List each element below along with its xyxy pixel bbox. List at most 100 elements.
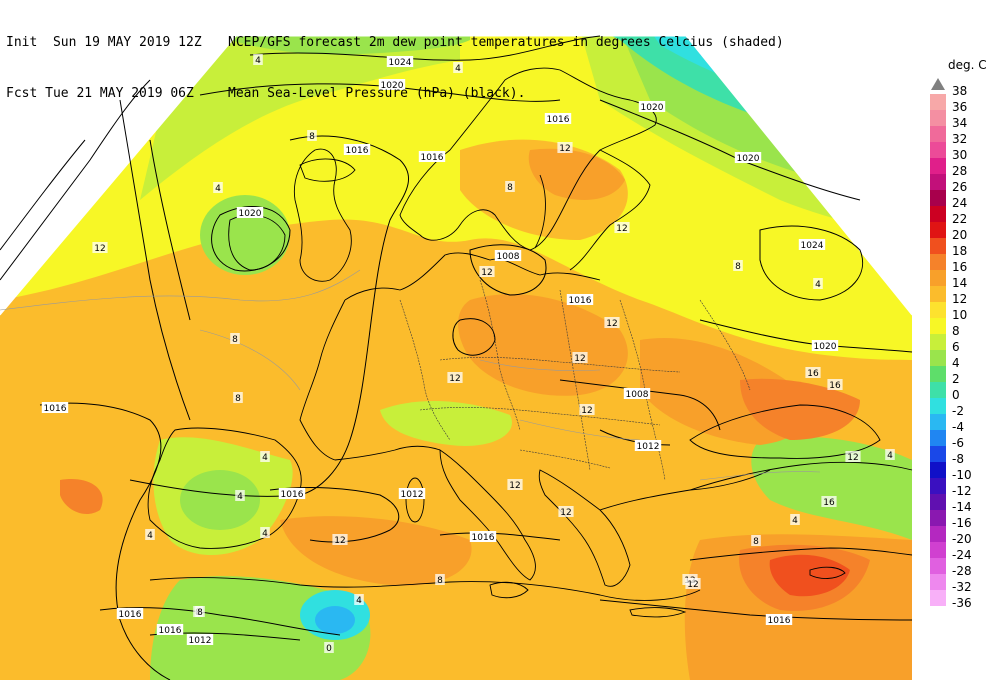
dewpoint-label: 0 (326, 644, 332, 654)
legend-entry: 36 (926, 94, 996, 114)
isobar-label: 1016 (119, 610, 142, 620)
dewpoint-label: 16 (829, 381, 841, 391)
legend-label: -8 (952, 452, 964, 466)
legend-entry: 30 (926, 142, 996, 162)
dewpoint-label: 8 (735, 262, 741, 272)
dewpoint-label: 8 (232, 335, 238, 345)
legend-label: -20 (952, 532, 972, 546)
isobar-label: 1016 (547, 115, 570, 125)
legend-swatch (930, 174, 946, 190)
dewpoint-label-box (813, 278, 823, 289)
legend-label: 24 (952, 196, 968, 210)
dewpoint-label-box (260, 527, 270, 538)
isobar-label-box (765, 614, 793, 625)
isobar-label: 1016 (44, 404, 67, 414)
legend-swatch (930, 446, 946, 462)
dewpoint-label: 4 (356, 596, 362, 606)
dewpoint-labels: 4 4 8 12 12 12 8 8 4 8 12 12 12 12 12 12 12 8 4 4 4 8 4 12 12 4 16… (92, 54, 895, 654)
dewpoint-label: 4 (262, 453, 268, 463)
isobar-label: 1016 (421, 153, 444, 163)
map-title: NCEP/GFS forecast 2m dew point temperatu… (228, 35, 784, 50)
dewpoint-label-box (805, 367, 821, 378)
legend-swatch (930, 302, 946, 318)
dewpoint-label: 8 (437, 576, 443, 586)
dewpoint-label: 4 (237, 492, 243, 502)
dewpoint-label: 8 (197, 608, 203, 618)
dewpoint-label: 8 (309, 132, 315, 142)
isobar-label-box (544, 113, 572, 124)
legend-entry: -6 (926, 430, 996, 450)
isobar-label-box (566, 294, 594, 305)
legend-label: 6 (952, 340, 960, 354)
dewpoint-label-box (685, 578, 701, 589)
legend-entry: -36 (926, 590, 996, 610)
legend-label: -6 (952, 436, 964, 450)
dewpoint-label: 16 (807, 369, 819, 379)
legend-label: 32 (952, 132, 968, 146)
isobar-label: 1020 (381, 81, 404, 91)
legend-label: -28 (952, 564, 972, 578)
legend-swatch (930, 190, 946, 206)
dewpoint-label: 12 (559, 144, 570, 154)
map-projection-edge (0, 35, 913, 316)
dewpoint-label: 4 (815, 280, 821, 290)
legend-entry: 12 (926, 286, 996, 306)
isobar-label: 1016 (768, 616, 791, 626)
legend-label: -4 (952, 420, 964, 434)
legend-label: 10 (952, 308, 968, 322)
dewpoint-label: 4 (262, 529, 268, 539)
legend-label: 30 (952, 148, 968, 162)
legend-swatch (930, 206, 946, 222)
legend-swatch (930, 94, 946, 110)
legend-swatch (930, 398, 946, 414)
isobar-label: 1016 (346, 146, 369, 156)
isobar-label: 1016 (569, 296, 592, 306)
isobar-label: 1016 (281, 490, 304, 500)
isobar-label: 1024 (389, 58, 412, 68)
isobar-label-box (41, 402, 69, 413)
dewpoint-label-box (195, 606, 205, 617)
legend-swatch (930, 542, 946, 558)
isobar-label-box (378, 79, 406, 90)
legend-label: 38 (952, 84, 968, 98)
init-time: Init Sun 19 MAY 2019 12Z (6, 35, 202, 50)
dewpoint-label: 4 (792, 516, 798, 526)
legend-swatch (930, 590, 946, 606)
legend-swatch (930, 382, 946, 398)
coastlines (147, 67, 913, 618)
dewpoint-label: 4 (455, 64, 461, 74)
legend-label: 0 (952, 388, 960, 402)
legend-swatch (930, 510, 946, 526)
dewpoint-label-box (790, 514, 800, 525)
legend-entry: 2 (926, 366, 996, 386)
legend-entry: 38 (926, 78, 996, 98)
isobar-label: 1020 (814, 342, 837, 352)
legend-entry: 32 (926, 126, 996, 146)
isobar-label-box (386, 56, 414, 67)
isobar-label: 1012 (637, 442, 660, 452)
legend-entry: -2 (926, 398, 996, 418)
legend-label: -14 (952, 500, 972, 514)
dewpoint-label-box (92, 242, 108, 253)
legend-swatch (930, 286, 946, 302)
dewpoint-label-box (505, 181, 515, 192)
legend-label: 8 (952, 324, 960, 338)
dewpoint-label: 12 (449, 374, 460, 384)
dewpoint-label: 8 (235, 394, 241, 404)
legend-entry: 22 (926, 206, 996, 226)
legend-swatch (930, 574, 946, 590)
dewpoint-field (0, 36, 912, 680)
legend-swatch (930, 126, 946, 142)
legend-entry: 14 (926, 270, 996, 290)
legend-swatch (930, 334, 946, 350)
isobar-label: 1020 (737, 154, 760, 164)
dewpoint-label: 12 (574, 354, 585, 364)
legend-entry: -8 (926, 446, 996, 466)
legend-entry: -28 (926, 558, 996, 578)
legend-entry: 8 (926, 318, 996, 338)
dewpoint-label: 4 (147, 531, 153, 541)
legend-swatch (930, 110, 946, 126)
legend-swatch (930, 430, 946, 446)
legend-label: -2 (952, 404, 964, 418)
